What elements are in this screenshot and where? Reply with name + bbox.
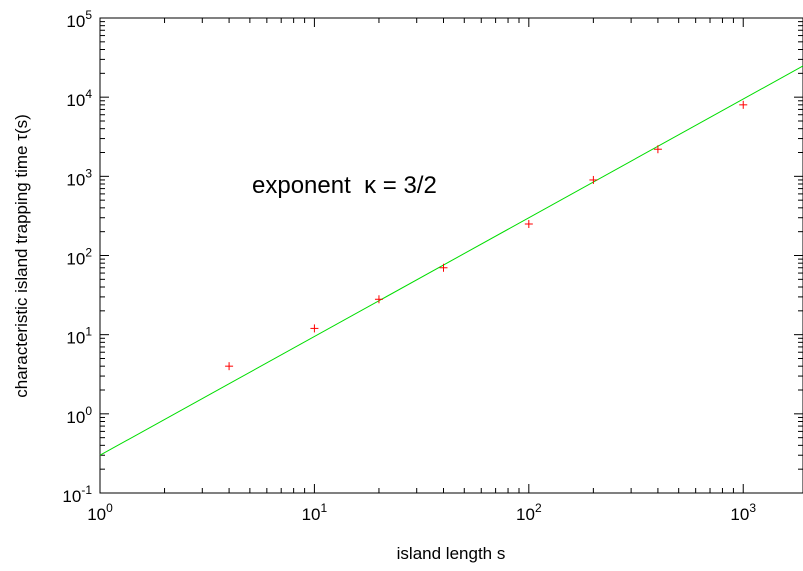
y-tick-label: 100: [66, 404, 92, 427]
fit-line: [99, 65, 803, 456]
data-point: [739, 100, 748, 109]
y-tick-label: 104: [66, 87, 92, 110]
fit-line-group: [99, 65, 803, 456]
x-tick-label: 102: [516, 501, 542, 524]
annotation-exponent: exponent κ = 3/2: [252, 172, 437, 199]
data-point: [589, 175, 598, 184]
data-points-group: [225, 100, 748, 371]
plot-frame: [99, 17, 803, 494]
data-point: [310, 324, 319, 333]
y-tick-label: 102: [66, 246, 92, 269]
x-tick-label: 101: [302, 501, 328, 524]
x-axis-title: island length s: [397, 544, 506, 563]
y-tick-label: 103: [66, 166, 92, 189]
data-point: [653, 145, 662, 154]
y-axis-title: characteristic island trapping time τ(s): [12, 114, 31, 398]
y-tick-label: 10-1: [62, 483, 92, 506]
data-point: [374, 295, 383, 304]
data-point: [225, 362, 234, 371]
data-point: [439, 263, 448, 272]
x-tick-label: 103: [730, 501, 756, 524]
y-tick-label: 105: [66, 8, 92, 31]
data-point: [524, 219, 533, 228]
y-tick-label: 101: [66, 325, 92, 348]
x-tick-label: 100: [87, 501, 113, 524]
axis-ticks: [99, 17, 803, 494]
